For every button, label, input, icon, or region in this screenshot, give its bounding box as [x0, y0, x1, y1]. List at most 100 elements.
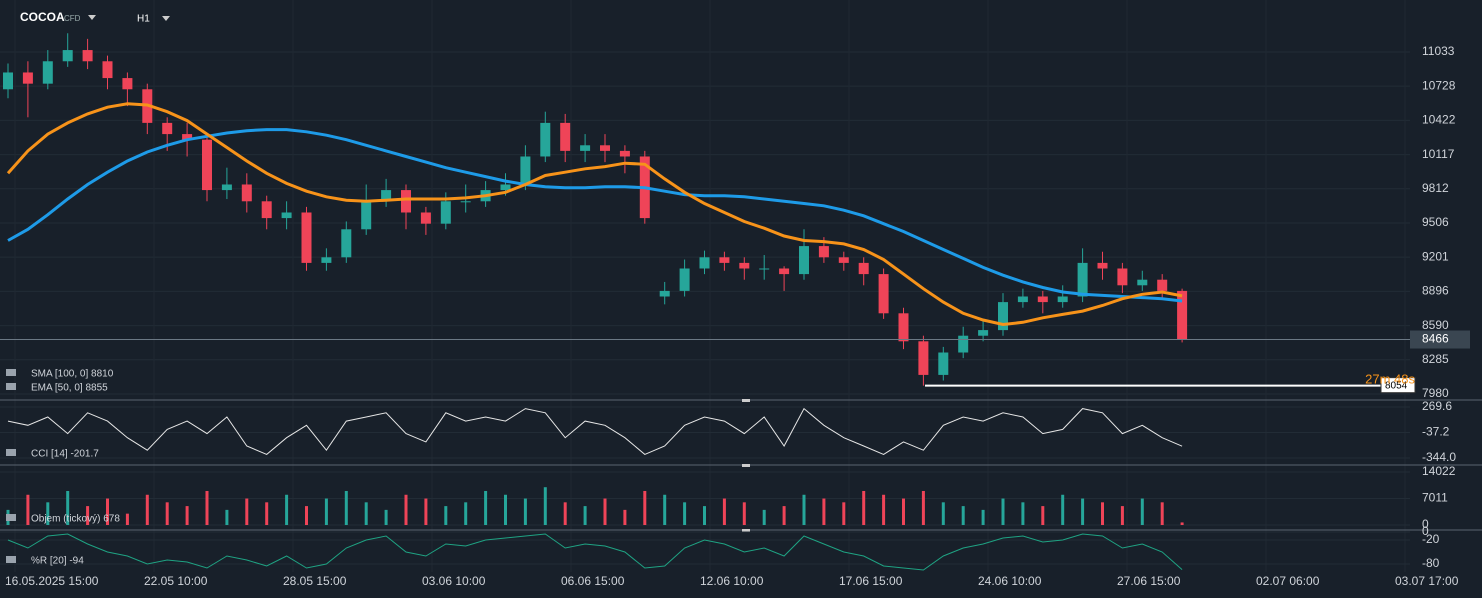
candle-body	[102, 61, 113, 79]
y-tick-label: 8590	[1422, 318, 1449, 332]
legend-entry[interactable]: %R [20] -94	[31, 556, 84, 567]
candle-body	[42, 61, 53, 84]
x-tick-label: 02.07 06:00	[1256, 574, 1320, 588]
candle-body	[3, 72, 13, 90]
volume-bar	[1021, 502, 1025, 525]
x-tick-label: 24.06 10:00	[978, 574, 1042, 588]
candle-body	[978, 330, 989, 336]
legend-icon	[6, 514, 16, 521]
volume-bar	[981, 509, 985, 525]
instrument: CFD	[64, 14, 81, 23]
candle-body	[918, 341, 929, 375]
candle-body	[1017, 296, 1028, 303]
candle-body	[22, 72, 33, 84]
volume-bar	[921, 490, 925, 525]
timeframe[interactable]: H1	[137, 14, 150, 25]
volume-bar	[205, 490, 209, 525]
candle-body	[699, 257, 710, 269]
indicator-line	[7, 533, 1183, 571]
candle-body	[381, 190, 392, 202]
legend-entry[interactable]: SMA [100, 0] 8810	[31, 369, 114, 380]
volume-bar	[1140, 498, 1144, 525]
candle-body	[361, 201, 372, 230]
y-tick-label: -20	[1422, 532, 1440, 546]
level-label: 8054	[1385, 380, 1408, 391]
volume-bar	[523, 498, 527, 525]
candle-body	[878, 274, 889, 314]
timeframe-dropdown[interactable]	[162, 16, 170, 21]
volume-bar	[1120, 506, 1124, 525]
candle-body	[1097, 262, 1108, 269]
volume-bar	[305, 506, 308, 525]
volume-bar	[882, 494, 886, 525]
candle-body	[759, 268, 770, 270]
legend-icon	[6, 449, 16, 456]
volume-bar	[1001, 498, 1005, 525]
legend-entry[interactable]: CCI [14] -201.7	[31, 449, 99, 460]
volume-bar	[663, 494, 667, 525]
y-tick-label: 10117	[1422, 147, 1455, 161]
volume-bar	[742, 502, 746, 525]
candle-body	[719, 257, 730, 263]
candle-body	[301, 212, 312, 263]
volume-bar	[1041, 506, 1045, 525]
candle-body	[221, 184, 232, 191]
y-tick-label: 10728	[1422, 78, 1456, 92]
x-tick-label: 17.06 15:00	[839, 574, 903, 588]
x-tick-label: 16.05.2025 15:00	[5, 574, 99, 588]
candle-body	[799, 246, 809, 275]
volume-bar	[1081, 498, 1085, 525]
volume-bar	[324, 498, 328, 525]
y-tick-label: -344.0	[1422, 450, 1456, 464]
candle-body	[938, 352, 949, 375]
volume-bar	[583, 506, 587, 525]
volume-bar	[165, 502, 169, 525]
candle-body	[619, 150, 630, 157]
candle-body	[898, 313, 909, 342]
y-tick-label: 0	[1422, 517, 1429, 531]
volume-bar	[225, 509, 229, 525]
volume-bar	[404, 494, 408, 525]
panel-handle[interactable]	[742, 464, 750, 467]
volume-bar	[26, 494, 30, 525]
volume-bar	[722, 498, 726, 525]
candle-body	[580, 145, 591, 151]
candle-body	[520, 156, 531, 185]
panel-handle[interactable]	[742, 399, 750, 402]
candle-body	[500, 184, 511, 191]
candle-body	[182, 134, 193, 140]
candle-body	[440, 201, 451, 224]
y-tick-label: -80	[1422, 556, 1440, 570]
volume-bar	[563, 502, 567, 525]
volume-bar	[145, 494, 149, 525]
candle-body	[122, 78, 133, 90]
volume-bar	[842, 502, 846, 525]
y-tick-label: 7011	[1422, 491, 1448, 505]
x-tick-label: 22.05 10:00	[144, 574, 208, 588]
candle-body	[1057, 296, 1068, 303]
symbol-dropdown[interactable]	[88, 15, 96, 20]
candle-body	[341, 229, 352, 258]
legend-entry[interactable]: Objem (tickový) 678	[31, 514, 120, 525]
volume-bar	[364, 502, 368, 525]
volume-bar	[344, 490, 348, 525]
candle-body	[958, 335, 969, 353]
y-tick-label: 10422	[1422, 113, 1456, 127]
panel-handle[interactable]	[742, 529, 750, 532]
candle-body	[998, 302, 1008, 331]
volume-bar	[902, 498, 905, 525]
volume-bar	[623, 509, 627, 525]
volume-bar	[862, 490, 866, 525]
candle-body	[838, 257, 849, 263]
candle-body	[659, 290, 670, 297]
y-tick-label: 269.6	[1422, 399, 1452, 413]
candle-body	[420, 212, 431, 224]
legend-entry[interactable]: EMA [50, 0] 8855	[31, 383, 108, 394]
volume-bar	[484, 490, 488, 525]
candle-body	[560, 122, 571, 151]
x-tick-label: 06.06 15:00	[561, 574, 625, 588]
x-tick-label: 03.07 17:00	[1395, 574, 1459, 588]
symbol[interactable]: COCOA	[20, 10, 65, 24]
volume-bar	[643, 490, 647, 525]
